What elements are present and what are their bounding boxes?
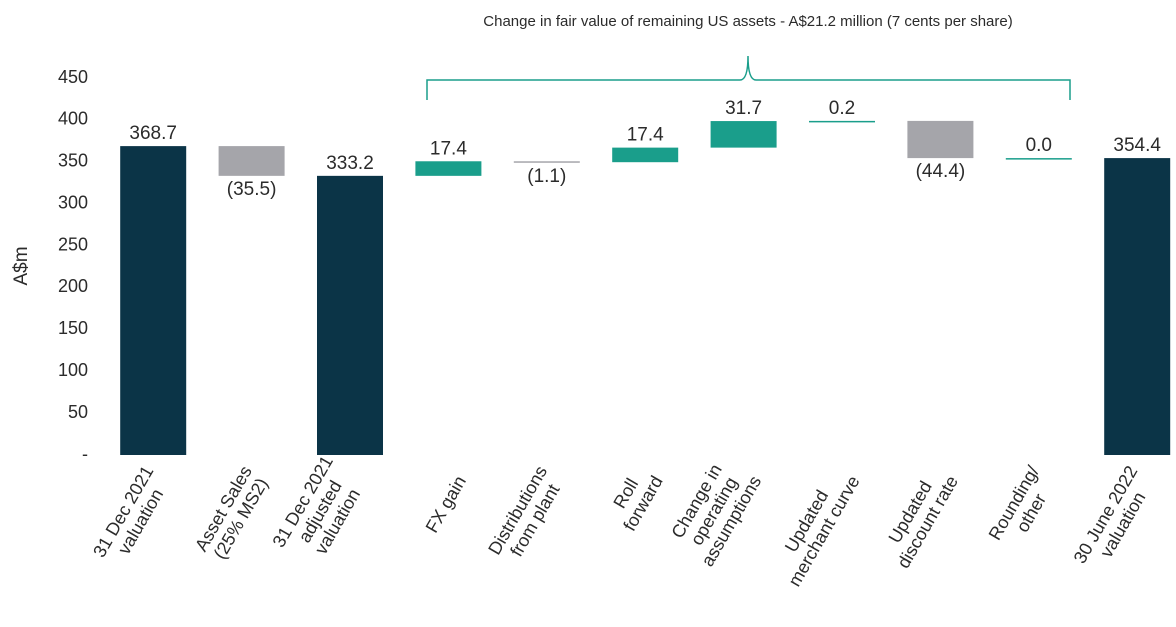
value-label: 31.7 — [725, 98, 762, 119]
bar — [907, 120, 974, 159]
bar — [809, 120, 875, 123]
value-label: (44.4) — [916, 161, 966, 182]
bar — [415, 161, 482, 176]
x-tick-label: FX gain — [422, 472, 470, 536]
value-label: 368.7 — [129, 123, 177, 144]
value-label: 333.2 — [326, 153, 374, 174]
bar — [218, 146, 285, 176]
y-axis-label: A$m — [11, 246, 32, 285]
bar — [513, 161, 580, 163]
y-tick-label: 50 — [68, 402, 88, 422]
y-tick-label: 300 — [58, 192, 88, 212]
x-tick-label: Asset Sales(25% MS2) — [191, 462, 272, 562]
y-tick-label: 150 — [58, 318, 88, 338]
value-label: (35.5) — [227, 179, 277, 200]
bar — [710, 121, 777, 148]
y-tick-label: 100 — [58, 360, 88, 380]
bracket — [426, 55, 1071, 100]
x-tick-label: Rounding/other — [985, 462, 1050, 543]
bar — [120, 146, 187, 455]
y-tick-label: 450 — [58, 67, 88, 87]
bar — [612, 147, 679, 163]
bar — [1104, 158, 1171, 455]
value-label: 0.0 — [1026, 135, 1052, 156]
y-tick-label: 250 — [58, 234, 88, 254]
annotation: Change in fair value of remaining US ass… — [483, 13, 1012, 30]
x-tick-label-line: FX gain — [422, 472, 470, 536]
y-tick-label: 350 — [58, 151, 88, 171]
y-tick-label: 400 — [58, 109, 88, 129]
bar — [1005, 158, 1072, 160]
value-label: 0.2 — [829, 98, 855, 119]
value-label: 17.4 — [627, 125, 664, 146]
bar — [317, 175, 383, 455]
y-tick-label: 200 — [58, 276, 88, 296]
value-label: 17.4 — [430, 138, 467, 159]
y-tick-label: - — [82, 444, 88, 464]
value-label: (1.1) — [527, 166, 566, 187]
value-label: 354.4 — [1113, 135, 1161, 156]
